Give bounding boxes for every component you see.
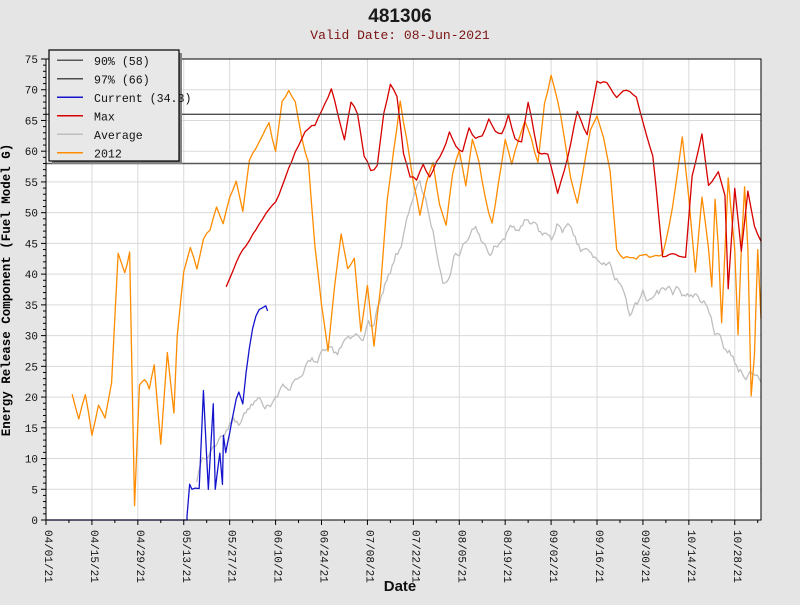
svg-text:45: 45 bbox=[25, 239, 38, 251]
svg-text:Max: Max bbox=[94, 111, 115, 124]
svg-text:30: 30 bbox=[25, 332, 38, 344]
svg-text:0: 0 bbox=[31, 516, 38, 528]
svg-text:10/28/21: 10/28/21 bbox=[730, 530, 742, 583]
svg-text:2012: 2012 bbox=[94, 148, 122, 161]
svg-text:55: 55 bbox=[25, 178, 38, 190]
svg-text:75: 75 bbox=[25, 55, 38, 67]
svg-text:97% (66): 97% (66) bbox=[94, 74, 150, 87]
svg-text:90% (58): 90% (58) bbox=[94, 56, 150, 69]
svg-text:5: 5 bbox=[31, 485, 38, 497]
svg-text:60: 60 bbox=[25, 147, 38, 159]
svg-text:10/14/21: 10/14/21 bbox=[684, 530, 696, 583]
svg-text:Average: Average bbox=[94, 130, 143, 143]
svg-text:09/02/21: 09/02/21 bbox=[546, 530, 558, 583]
svg-text:20: 20 bbox=[25, 393, 38, 405]
svg-text:40: 40 bbox=[25, 270, 38, 282]
svg-text:08/05/21: 08/05/21 bbox=[454, 530, 466, 583]
svg-text:65: 65 bbox=[25, 116, 38, 128]
svg-text:07/22/21: 07/22/21 bbox=[408, 530, 420, 583]
svg-text:07/08/21: 07/08/21 bbox=[362, 530, 374, 583]
svg-text:35: 35 bbox=[25, 301, 38, 313]
svg-text:08/19/21: 08/19/21 bbox=[500, 530, 512, 583]
svg-text:09/30/21: 09/30/21 bbox=[638, 530, 650, 583]
svg-text:06/10/21: 06/10/21 bbox=[271, 530, 283, 583]
svg-text:05/27/21: 05/27/21 bbox=[225, 530, 237, 583]
svg-text:06/24/21: 06/24/21 bbox=[317, 530, 329, 583]
svg-text:04/15/21: 04/15/21 bbox=[87, 530, 99, 583]
svg-text:05/13/21: 05/13/21 bbox=[179, 530, 191, 583]
svg-text:15: 15 bbox=[25, 424, 38, 436]
svg-text:50: 50 bbox=[25, 209, 38, 221]
svg-text:10: 10 bbox=[25, 455, 38, 467]
svg-text:70: 70 bbox=[25, 86, 38, 98]
svg-text:09/16/21: 09/16/21 bbox=[592, 530, 604, 583]
svg-text:04/29/21: 04/29/21 bbox=[133, 530, 145, 583]
svg-text:04/01/21: 04/01/21 bbox=[41, 530, 53, 583]
svg-text:25: 25 bbox=[25, 362, 38, 374]
svg-text:Current (34.3): Current (34.3) bbox=[94, 93, 191, 106]
